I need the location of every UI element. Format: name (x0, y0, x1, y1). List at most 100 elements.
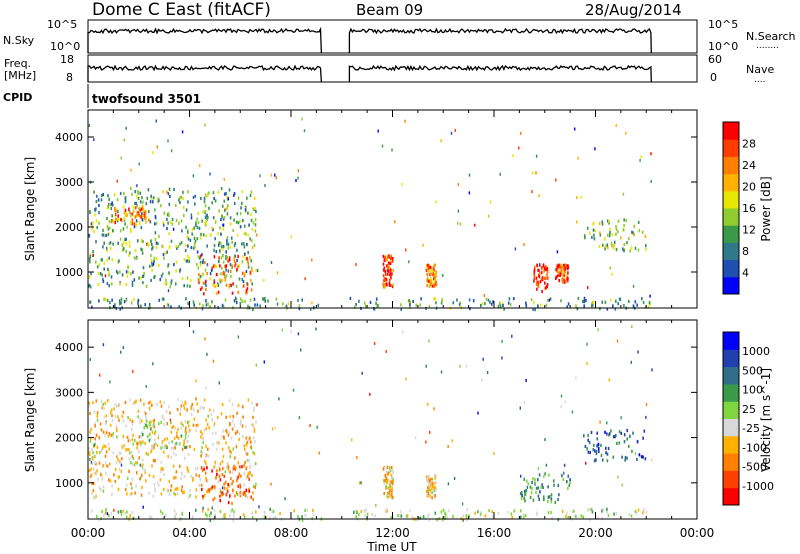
velocity-cell (182, 423, 184, 427)
power-cell (211, 226, 213, 230)
power-cell (246, 259, 249, 263)
power-colorbar-tick: 12 (742, 224, 756, 237)
velocity-cell (153, 446, 155, 450)
velocity-cell (389, 481, 392, 485)
power-cell (384, 285, 386, 289)
power-cell (145, 220, 147, 224)
velocity-cell (163, 445, 166, 450)
velocity-speckle (112, 432, 114, 436)
velocity-cell (242, 415, 244, 419)
power-cell (536, 280, 538, 284)
power-ytick-label: 2000 (55, 221, 83, 234)
velocity-cell (574, 514, 577, 518)
velocity-cell (252, 415, 254, 419)
power-cell (150, 258, 153, 262)
velocity-cell (88, 404, 90, 408)
velocity-cell (152, 459, 155, 463)
power-speckle (259, 174, 261, 178)
velocity-cell (105, 461, 107, 465)
velocity-cell (525, 489, 528, 493)
power-cell (382, 262, 385, 266)
velocity-cell (115, 404, 118, 408)
velocity-cell (566, 480, 568, 484)
velocity-cell (228, 430, 230, 434)
velocity-speckle (440, 370, 443, 374)
power-cell (431, 272, 433, 277)
velocity-cell (144, 468, 146, 472)
power-cell (162, 297, 165, 301)
power-cell (429, 273, 431, 277)
velocity-cell (229, 422, 231, 426)
power-cell (549, 297, 552, 301)
velocity-cell (474, 511, 476, 515)
velocity-cell (233, 464, 235, 468)
power-cell (601, 220, 604, 224)
power-cell (201, 307, 204, 311)
power-cell (180, 195, 182, 199)
power-colorbar-swatch (723, 259, 739, 278)
velocity-cell (640, 455, 643, 459)
power-cell (145, 284, 148, 288)
power-cell (583, 300, 586, 304)
power-cell (558, 271, 560, 275)
velocity-cell (269, 507, 271, 511)
power-cell (429, 265, 432, 270)
velocity-cell (221, 447, 224, 451)
velocity-cell (127, 439, 130, 443)
velocity-cell (230, 436, 233, 440)
velocity-cell (173, 491, 175, 496)
power-cell (123, 211, 126, 215)
velocity-speckle (120, 350, 122, 354)
power-cell (110, 275, 113, 279)
power-cell (115, 307, 118, 311)
power-cell (223, 199, 226, 203)
velocity-cell (590, 430, 593, 434)
power-cell (176, 246, 178, 250)
velocity-cell (166, 488, 168, 492)
velocity-cell (88, 447, 90, 451)
velocity-cell (217, 441, 220, 445)
power-speckle (301, 117, 303, 121)
velocity-cell (419, 516, 422, 520)
power-cell (489, 300, 491, 304)
velocity-cell (605, 451, 607, 455)
nsky-tick-bottom: 10^0 (50, 40, 80, 53)
velocity-cell (601, 458, 604, 462)
velocity-cell (390, 466, 393, 470)
velocity-cell (194, 467, 197, 471)
velocity-cell (553, 483, 555, 487)
power-cell (131, 280, 134, 284)
velocity-cell (364, 509, 366, 513)
power-cell (115, 218, 117, 222)
power-cell (385, 278, 388, 282)
velocity-cell (165, 444, 168, 448)
velocity-colorbar-tick: -500 (742, 461, 767, 474)
power-cell (200, 232, 202, 236)
power-cell (133, 256, 136, 260)
power-cell (205, 287, 207, 292)
velocity-cell (219, 478, 222, 482)
power-cell (562, 280, 564, 284)
power-cell (151, 247, 153, 251)
panel-trace-line (87, 64, 652, 83)
power-cell (376, 304, 378, 308)
velocity-speckle (229, 415, 231, 419)
velocity-cell (181, 512, 184, 516)
power-cell (222, 227, 225, 231)
velocity-cell (117, 510, 120, 514)
power-cell (225, 283, 228, 287)
power-cell (215, 273, 218, 277)
velocity-cell (229, 470, 231, 474)
velocity-cell (132, 456, 135, 461)
velocity-speckle (235, 466, 237, 470)
power-cell (262, 297, 264, 301)
power-cell (135, 257, 137, 261)
power-cell (556, 265, 558, 269)
velocity-cell (231, 419, 234, 423)
velocity-cell (192, 477, 194, 481)
velocity-speckle (482, 357, 484, 361)
velocity-cell (433, 485, 435, 489)
power-speckle (555, 178, 557, 182)
power-cell (108, 220, 111, 224)
velocity-cell (600, 453, 603, 457)
